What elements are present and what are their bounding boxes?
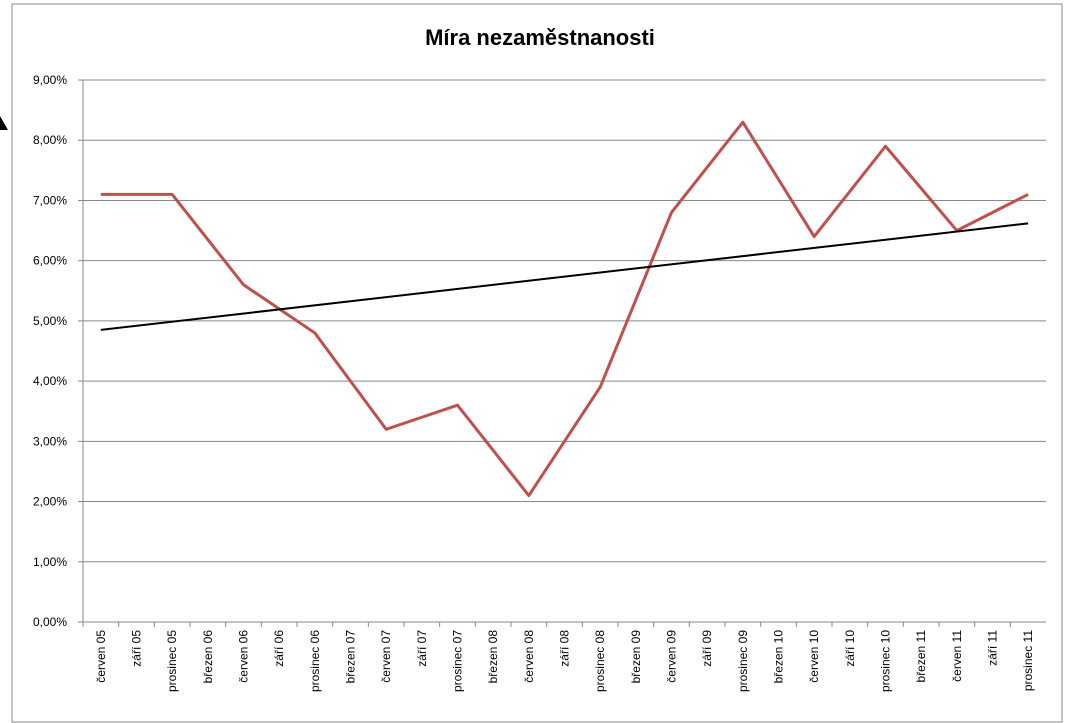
x-tick-label: březen 06 <box>201 630 215 684</box>
x-tick-label: prosinec 06 <box>308 630 322 692</box>
x-tick-label: březen 10 <box>772 630 786 684</box>
data-line <box>100 120 1029 498</box>
x-tick-label: prosinec 05 <box>165 630 179 692</box>
trendline <box>100 222 1029 331</box>
x-tick-label: březen 07 <box>344 630 358 684</box>
x-tick-label: březen 11 <box>914 630 928 683</box>
y-tick-label: 3,00% <box>33 434 67 448</box>
x-tick-label: září 06 <box>272 630 286 667</box>
x-tick-label: červen 07 <box>379 630 393 683</box>
x-tick-label: červen 05 <box>94 630 108 683</box>
x-tick-label: prosinec 09 <box>736 630 750 692</box>
x-tick-label: červen 09 <box>665 630 679 683</box>
y-tick-label: 1,00% <box>33 555 67 569</box>
x-tick-label: prosinec 10 <box>879 630 893 692</box>
x-tick-label: červen 08 <box>522 630 536 683</box>
x-tick-label: červen 11 <box>950 630 964 682</box>
chart-title: Míra nezaměstnanosti <box>425 25 655 50</box>
x-tick-label: září 07 <box>415 630 429 667</box>
x-tick-label: prosinec 08 <box>593 630 607 692</box>
y-tick-label: 9,00% <box>33 73 67 87</box>
y-tick-label: 4,00% <box>33 374 67 388</box>
y-tick-label: 5,00% <box>33 314 67 328</box>
chart-frame <box>11 3 1063 723</box>
y-tick-label: 2,00% <box>33 495 67 509</box>
arrow-fragment <box>0 116 8 130</box>
y-tick-label: 8,00% <box>33 133 67 147</box>
x-tick-label: prosinec 11 <box>1021 630 1035 691</box>
x-tick-label: září 11 <box>986 630 1000 666</box>
y-tick-label: 0,00% <box>33 615 67 629</box>
x-tick-label: září 05 <box>130 630 144 667</box>
y-tick-label: 6,00% <box>33 254 67 268</box>
x-tick-label: březen 08 <box>486 630 500 684</box>
x-tick-label: září 08 <box>558 630 572 667</box>
x-tick-label: březen 09 <box>629 630 643 684</box>
x-tick-label: červen 06 <box>237 630 251 683</box>
y-tick-label: 7,00% <box>33 193 67 207</box>
x-tick-label: prosinec 07 <box>451 630 465 692</box>
x-tick-label: září 09 <box>700 630 714 667</box>
x-tick-label: září 10 <box>843 630 857 667</box>
x-tick-label: červen 10 <box>807 630 821 683</box>
